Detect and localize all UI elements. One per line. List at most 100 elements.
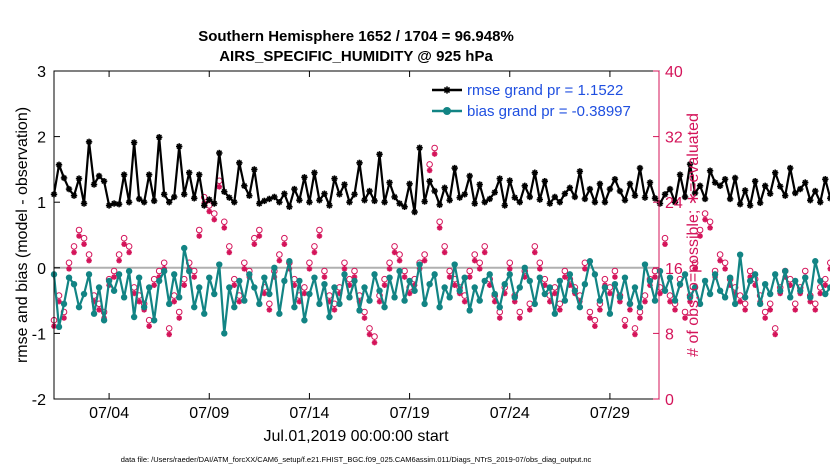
rmse-point-core — [818, 200, 822, 204]
bias-series-layer — [50, 244, 830, 337]
obs-evaluated-point — [672, 307, 678, 313]
obs-evaluated-point — [737, 298, 743, 305]
rmse-point-core — [382, 200, 387, 204]
bias-point — [160, 267, 168, 275]
bias-point — [176, 294, 183, 301]
obs-possible-point — [696, 226, 704, 234]
rmse-point-core — [222, 190, 226, 194]
obs-evaluated-point — [166, 331, 172, 338]
obs-evaluated-point — [226, 249, 233, 256]
x-tick-label: 07/14 — [289, 405, 329, 422]
bias-point — [436, 303, 443, 311]
bias-point — [416, 261, 423, 268]
obs-possible-point — [311, 243, 318, 250]
rmse-point — [476, 181, 483, 188]
rmse-point-core — [212, 201, 216, 206]
rmse-point — [626, 180, 634, 188]
rmse-point-core — [197, 173, 201, 177]
obs-possible-point — [621, 316, 629, 324]
obs-possible-point — [351, 267, 358, 275]
rmse-point — [65, 185, 73, 193]
bias-point — [817, 277, 824, 285]
obs-evaluated-point — [642, 298, 648, 305]
rmse-point — [481, 199, 488, 206]
rmse-point — [681, 193, 689, 201]
bias-point — [616, 294, 624, 301]
rmse-point-core — [778, 184, 782, 189]
bias-point — [376, 287, 383, 294]
obs-possible-point — [611, 267, 619, 275]
obs-possible-point — [466, 267, 473, 275]
obs-possible-point — [791, 300, 799, 308]
obs-evaluated-point — [812, 307, 819, 313]
rmse-point-core — [773, 171, 777, 175]
rmse-point-core — [638, 166, 642, 170]
rmse-point — [170, 193, 178, 201]
rmse-point-core — [743, 188, 747, 192]
rmse-point-core — [317, 198, 322, 202]
obs-evaluated-point — [391, 249, 398, 256]
obs-evaluated-point — [96, 307, 102, 313]
obs-possible-point — [70, 243, 78, 250]
rmse-point — [221, 188, 228, 195]
obs-evaluated-point — [316, 233, 323, 239]
legend-bias-text: bias grand pr = -0.38997 — [467, 103, 631, 120]
rmse-point — [55, 161, 63, 169]
bias-point — [641, 261, 649, 268]
rmse-point-core — [262, 199, 266, 203]
obs-evaluated-point — [637, 315, 643, 321]
bias-point — [155, 277, 163, 285]
rmse-point-core — [623, 198, 627, 202]
obs-evaluated-point — [592, 323, 598, 329]
rmse-point — [636, 164, 644, 172]
rmse-point — [716, 182, 724, 189]
bias-point — [286, 258, 293, 265]
bias-point — [797, 287, 804, 294]
rmse-point-core — [62, 176, 66, 180]
y-axis-left-label: rmse and bias (model - observation) — [14, 107, 31, 363]
rmse-point — [191, 195, 198, 202]
rmse-point-core — [67, 187, 71, 191]
obs-possible-point — [241, 259, 248, 267]
rmse-point — [787, 164, 794, 172]
obs-evaluated-point — [627, 307, 633, 313]
bias-point — [231, 303, 238, 311]
rmse-point — [241, 182, 248, 189]
rmse-point — [466, 172, 473, 180]
rmse-point-core — [718, 184, 722, 188]
rmse-point — [471, 200, 478, 207]
bias-point — [356, 307, 363, 314]
rmse-point — [646, 179, 654, 186]
obs-evaluated-point — [81, 241, 87, 247]
rmse-point — [266, 195, 273, 203]
rmse-point — [371, 197, 378, 205]
rmse-point — [807, 197, 814, 204]
obs-evaluated-point — [136, 298, 142, 305]
obs-possible-point — [811, 300, 819, 308]
rmse-point-core — [543, 179, 547, 183]
rmse-point-core — [468, 174, 472, 178]
rmse-point-core — [643, 196, 647, 200]
rmse-point — [696, 182, 704, 189]
bias-point — [506, 271, 513, 278]
obs-evaluated-point — [717, 257, 723, 264]
obs-possible-point — [531, 243, 539, 250]
obs-evaluated-point — [827, 266, 830, 272]
obs-possible-point — [125, 243, 133, 250]
obs-evaluated-point — [401, 274, 408, 280]
rmse-point — [726, 195, 734, 203]
obs-possible-point — [391, 243, 398, 250]
rmse-point — [581, 195, 589, 203]
bias-point — [221, 330, 228, 337]
obs-evaluated-point — [612, 274, 618, 280]
obs-evaluated-point — [707, 225, 713, 231]
obs-possible-point — [65, 259, 73, 267]
obs-evaluated-point — [471, 257, 478, 264]
rmse-point — [236, 159, 243, 167]
obs-evaluated-point — [71, 249, 77, 256]
obs-possible-point — [220, 218, 228, 226]
obs-possible-point — [321, 267, 328, 275]
rmse-point-core — [137, 197, 141, 201]
rmse-point — [421, 198, 428, 205]
bias-point — [366, 297, 373, 304]
